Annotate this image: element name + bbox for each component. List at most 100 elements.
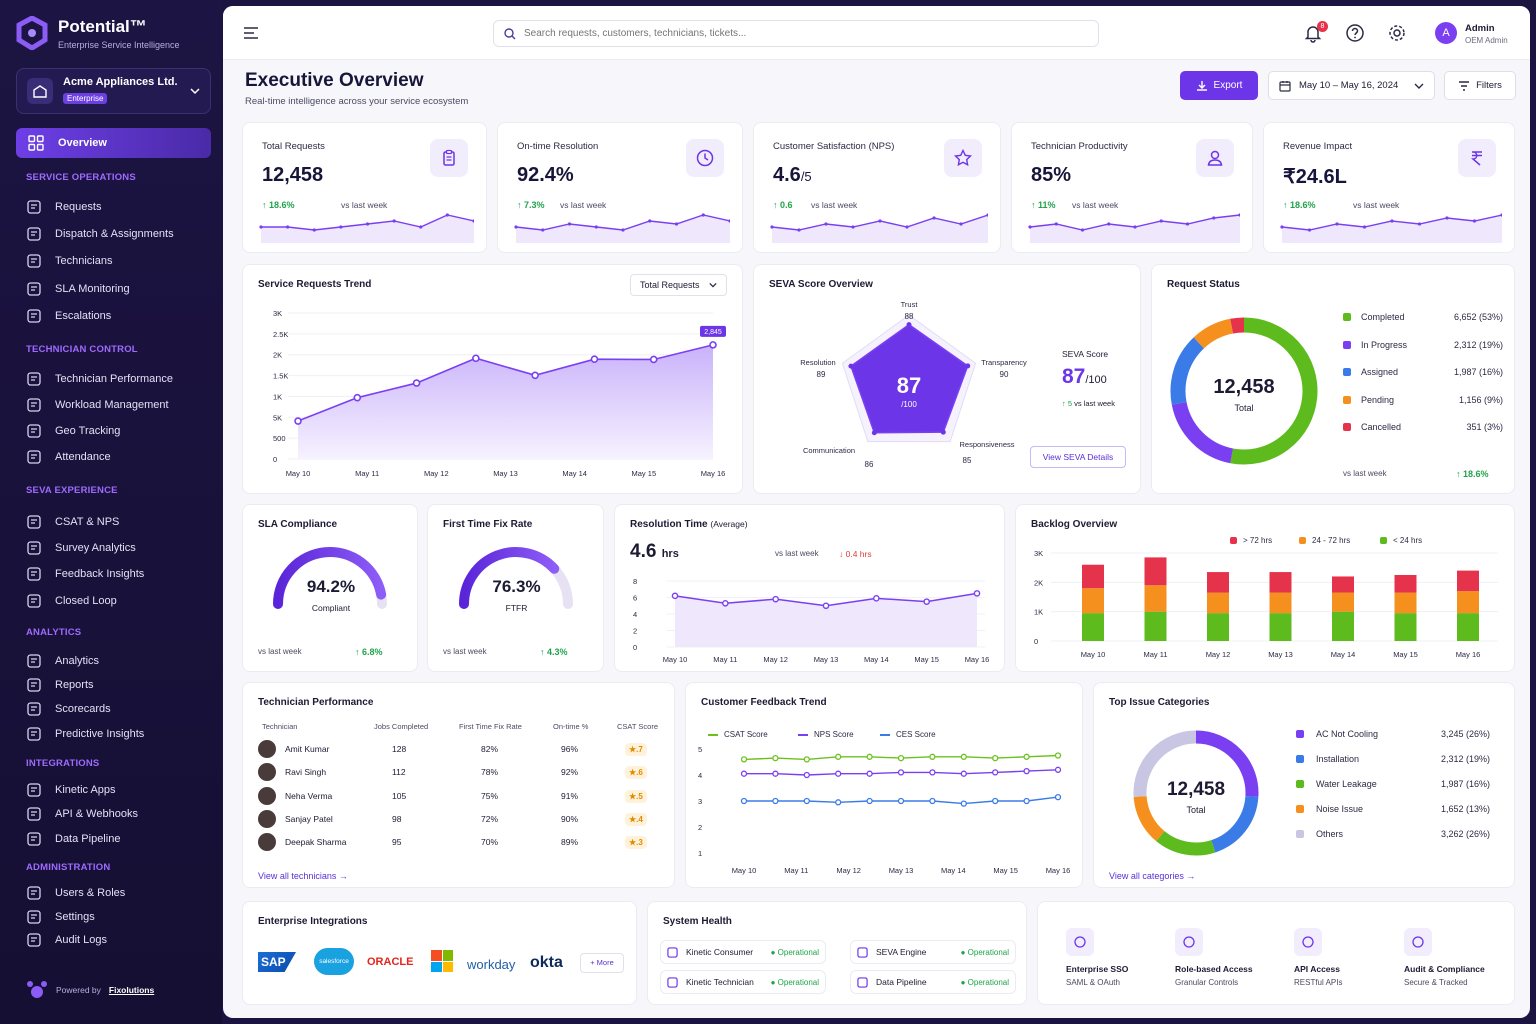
- sparkline-point: [1107, 222, 1111, 226]
- donut-slice: [1171, 401, 1234, 464]
- nav-item-escalations[interactable]: Escalations: [26, 307, 111, 325]
- kpi-card-1: On-time Resolution 92.4% ↑ 7.3% vs last …: [497, 122, 743, 253]
- powered-by: Powered by Fixolutions: [26, 980, 154, 1000]
- legend-line: [708, 733, 718, 736]
- system-health-item[interactable]: Kinetic Consumer ● Operational: [660, 940, 826, 964]
- logo-icon: [16, 16, 48, 50]
- table-cell[interactable]: Sanjay Patel: [285, 813, 333, 824]
- resolution-value: 4.6 hrs: [630, 541, 679, 563]
- nav-item-workload-management[interactable]: Workload Management: [26, 396, 169, 414]
- issues-legend-item: Noise Issue 1,652 (13%): [1296, 804, 1490, 814]
- filters-button[interactable]: Filters: [1444, 71, 1516, 100]
- bell-icon[interactable]: [1303, 23, 1323, 43]
- table-cell[interactable]: Neha Verma: [285, 790, 333, 801]
- table-cell: 78%: [481, 767, 499, 778]
- sparkline-point: [770, 225, 774, 229]
- search-input[interactable]: [524, 28, 1084, 39]
- issues-legend-item: Installation 2,312 (19%): [1296, 754, 1490, 764]
- legend-swatch: [1296, 805, 1304, 813]
- system-health-item[interactable]: Data Pipeline ● Operational: [850, 970, 1016, 994]
- table-cell[interactable]: Ravi Singh: [285, 767, 327, 778]
- menu-icon[interactable]: [243, 26, 259, 40]
- backlog-bar-segment: [1394, 575, 1417, 593]
- radar-polygon: [850, 323, 969, 434]
- feedback-point: [772, 754, 779, 762]
- powered-by-link[interactable]: Fixolutions: [108, 985, 155, 995]
- nav-item-scorecards[interactable]: Scorecards: [26, 700, 111, 718]
- nav-item-data-pipeline[interactable]: Data Pipeline: [26, 830, 120, 848]
- kpi-delta: ↑ 18.6%: [262, 200, 295, 210]
- nav-item-survey-analytics[interactable]: Survey Analytics: [26, 539, 136, 557]
- avatar[interactable]: A: [1435, 22, 1457, 44]
- nav-item-users-roles[interactable]: Users & Roles: [26, 884, 125, 902]
- radar-point: [848, 363, 854, 369]
- org-name: Acme Appliances Ltd.: [63, 76, 178, 88]
- nav-item-api-webhooks[interactable]: API & Webhooks: [26, 805, 138, 823]
- view-seva-details-button[interactable]: View SEVA Details: [1030, 446, 1126, 468]
- nav-scorecards-icon: [27, 702, 41, 716]
- sparkline-point: [1335, 222, 1339, 226]
- export-button[interactable]: Export: [1180, 71, 1258, 100]
- backlog-bar-segment: [1082, 588, 1104, 614]
- table-header: On-time %: [553, 722, 589, 731]
- table-cell[interactable]: Amit Kumar: [285, 744, 330, 754]
- nav-item-feedback-insights[interactable]: Feedback Insights: [26, 565, 144, 583]
- view-all-categories-link[interactable]: View all categories →: [1109, 871, 1196, 881]
- nav-item-audit-logs[interactable]: Audit Logs: [26, 931, 107, 949]
- sparkline-point: [259, 225, 263, 229]
- date-range-picker[interactable]: May 10 – May 16, 2024: [1268, 71, 1435, 100]
- nav-item-attendance[interactable]: Attendance: [26, 448, 111, 466]
- kpi-vs: vs last week: [811, 200, 858, 210]
- nav-item-geo-tracking[interactable]: Geo Tracking: [26, 422, 120, 440]
- nav-item-kinetic-apps[interactable]: Kinetic Apps: [26, 781, 116, 799]
- gauge-fill: [459, 547, 560, 609]
- sla-vs: vs last week: [258, 647, 302, 656]
- service-status: ● Operational: [960, 947, 1009, 957]
- resolution-title-suffix: (Average): [710, 519, 748, 529]
- nav-item-analytics[interactable]: Analytics: [26, 652, 99, 670]
- system-health-item[interactable]: Kinetic Technician ● Operational: [660, 970, 826, 994]
- x-tick-label: May 12: [1206, 650, 1231, 659]
- gear-icon[interactable]: [1387, 23, 1407, 43]
- org-switcher[interactable]: Acme Appliances Ltd. Enterprise: [16, 68, 211, 114]
- system-health-item[interactable]: SEVA Engine ● Operational: [850, 940, 1016, 964]
- more-integrations-button[interactable]: + More: [580, 953, 624, 973]
- backlog-bar-segment: [1332, 611, 1354, 641]
- legend-value: 2,312 (19%): [1453, 339, 1503, 350]
- nav-item-technicians[interactable]: Technicians: [26, 252, 112, 270]
- view-all-technicians-link[interactable]: View all technicians →: [258, 871, 348, 881]
- sparkline-area: [1030, 215, 1240, 243]
- nav-item-dispatch-assignments[interactable]: Dispatch & Assignments: [26, 225, 174, 243]
- nav-item-predictive-insights[interactable]: Predictive Insights: [26, 725, 144, 743]
- kpi-card-2: Customer Satisfaction (NPS) 4.6/5 ↑ 0.6 …: [753, 122, 1001, 253]
- feedback-point: [803, 771, 810, 779]
- service-status-label: Operational: [967, 947, 1009, 957]
- x-tick-label: May 15: [1393, 650, 1418, 659]
- help-icon[interactable]: [1345, 23, 1365, 43]
- powered-prefix: Powered by: [56, 985, 101, 995]
- nav-item-sla-monitoring[interactable]: SLA Monitoring: [26, 280, 130, 298]
- nav-closed-loop-icon: [27, 594, 41, 608]
- nav-item-closed-loop[interactable]: Closed Loop: [26, 592, 117, 610]
- nav-item-csat-nps[interactable]: CSAT & NPS: [26, 513, 119, 531]
- service-requests-trend-card: Service Requests Trend Total Requests 3K…: [242, 264, 743, 494]
- sparkline-point: [1159, 219, 1163, 223]
- table-header: CSAT Score: [617, 722, 658, 731]
- nav-item-reports[interactable]: Reports: [26, 676, 94, 694]
- feature-item: API Access RESTful APIs: [1294, 928, 1414, 987]
- brand[interactable]: Potential™ Enterprise Service Intelligen…: [16, 16, 180, 50]
- issues-legend-item: Water Leakage 1,987 (16%): [1296, 779, 1490, 789]
- nav-overview[interactable]: Overview: [16, 128, 211, 158]
- trend-metric-select[interactable]: Total Requests: [630, 274, 727, 296]
- nav-item-label: Geo Tracking: [55, 425, 121, 437]
- table-cell[interactable]: Deepak Sharma: [285, 837, 347, 848]
- feedback-point: [992, 754, 999, 762]
- page-title: Executive Overview: [245, 70, 424, 91]
- resolution-point: [973, 590, 981, 597]
- nav-item-label: Survey Analytics: [55, 542, 136, 554]
- legend-value: 6,652 (53%): [1453, 312, 1503, 322]
- nav-item-requests[interactable]: Requests: [26, 198, 101, 216]
- search-bar[interactable]: [493, 20, 1099, 47]
- nav-item-settings[interactable]: Settings: [26, 908, 95, 926]
- nav-item-technician-performance[interactable]: Technician Performance: [26, 370, 173, 388]
